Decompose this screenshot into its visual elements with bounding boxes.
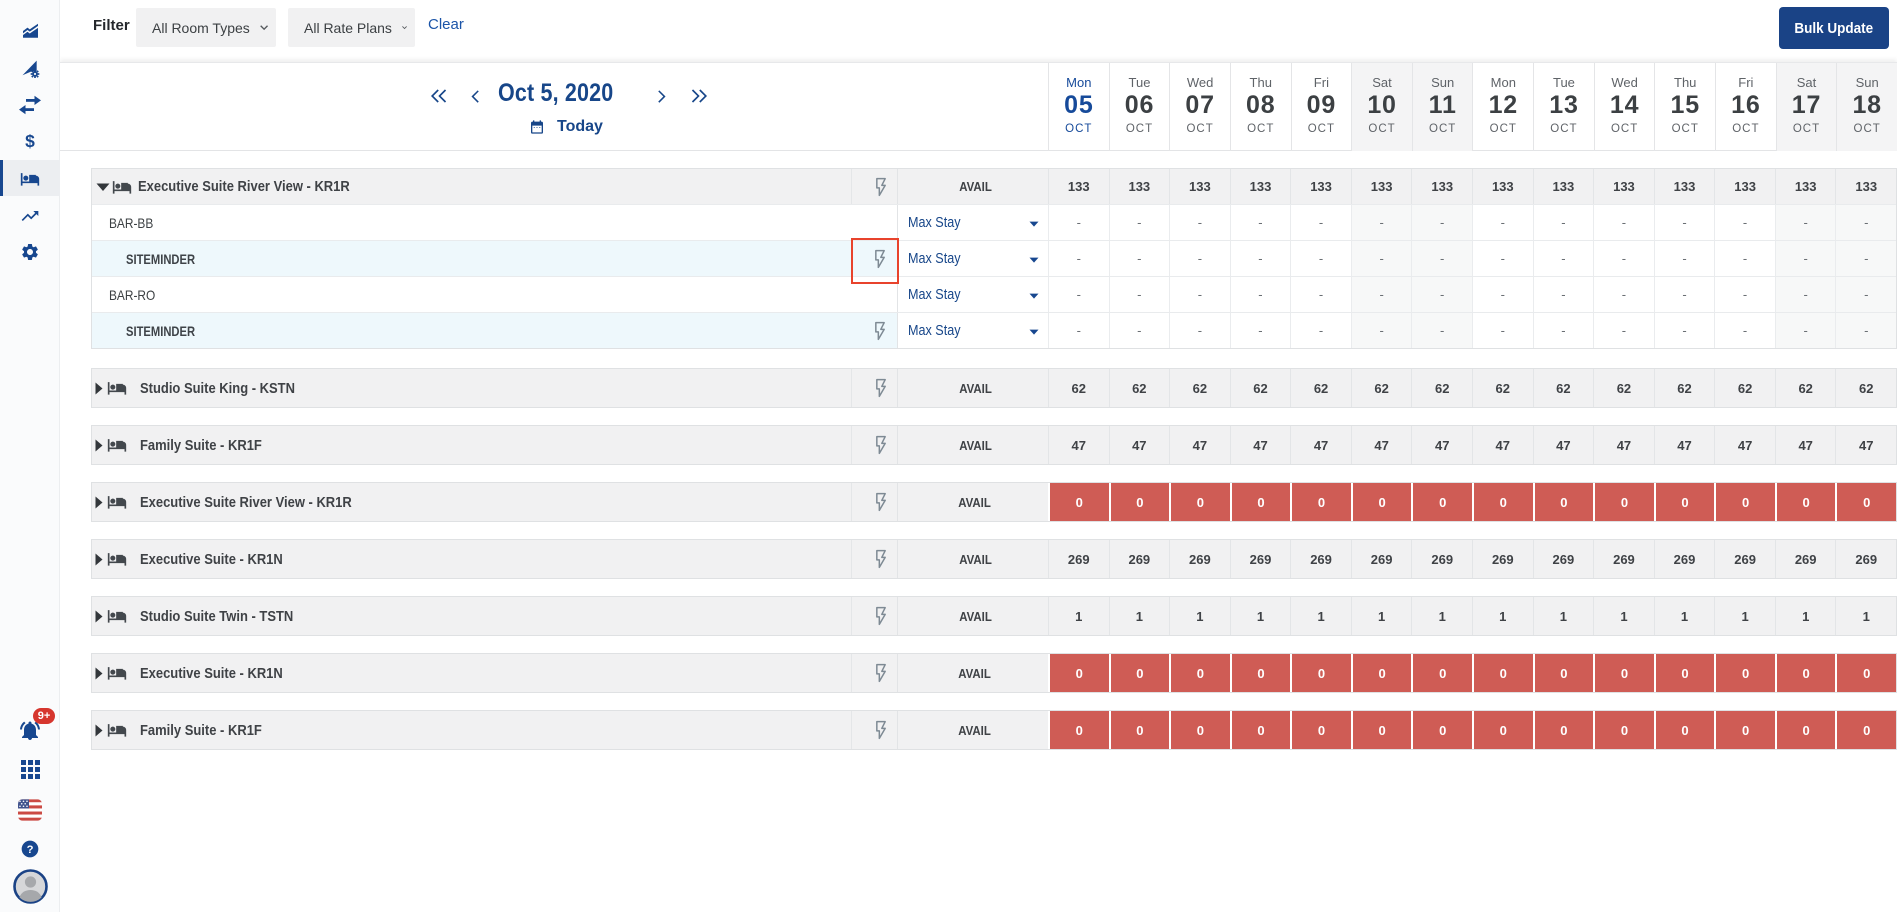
svg-text:?: ?: [27, 844, 34, 856]
svg-text:$: $: [25, 131, 35, 151]
